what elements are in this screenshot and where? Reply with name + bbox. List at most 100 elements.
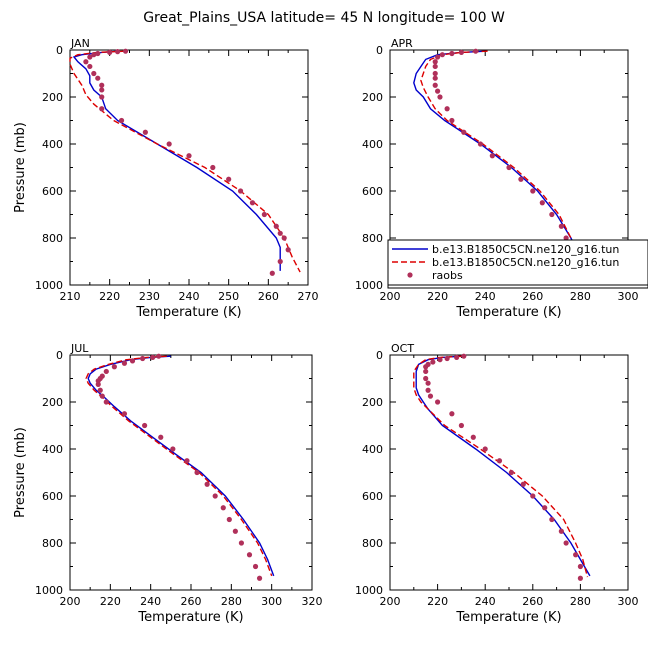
panel-apr: APR 200 220 240 260 280 300 Temperature (K) 0 200… — [355, 37, 639, 320]
raob-point — [520, 481, 526, 487]
series-raobs — [432, 48, 586, 276]
panel-jan: JAN 210 220 230 240 250 260 270 Temperature (K) 0… — [13, 37, 319, 320]
raob-point — [432, 82, 438, 88]
y-tick-label: 1000 — [35, 279, 63, 292]
raob-point — [563, 540, 569, 546]
raob-point — [432, 59, 438, 65]
y-tick-label: 0 — [56, 349, 63, 362]
x-tick-label: 210 — [60, 290, 81, 303]
raob-point — [423, 368, 429, 375]
y-tick-label: 600 — [362, 185, 383, 198]
y-tick-label: 600 — [42, 185, 63, 198]
raob-point — [232, 528, 238, 534]
x-tick-label: 270 — [298, 290, 319, 303]
figure-title: Great_Plains_USA latitude= 45 N longitud… — [143, 10, 505, 26]
raob-point — [269, 270, 275, 276]
series-model-dashed — [413, 355, 589, 578]
raob-point — [506, 164, 512, 171]
raob-point — [489, 153, 495, 159]
x-tick-label: 250 — [218, 290, 239, 303]
y-tick-label: 400 — [42, 138, 63, 151]
raob-point — [129, 358, 136, 364]
x-tick-label: 260 — [258, 290, 279, 303]
series-model-solid — [415, 355, 591, 577]
raob-point — [454, 354, 460, 360]
raob-point — [99, 87, 105, 93]
raob-point — [220, 505, 226, 511]
raob-point — [99, 106, 105, 112]
raob-point — [558, 223, 564, 229]
y-tick-label: 800 — [362, 537, 383, 550]
raob-point — [158, 434, 164, 440]
raob-point — [99, 94, 105, 100]
series-raobs — [83, 48, 291, 276]
raob-point — [577, 575, 584, 581]
raob-point — [166, 141, 172, 147]
raob-point — [449, 117, 455, 124]
x-axis-label: Temperature (K) — [135, 305, 241, 320]
raob-point — [111, 364, 117, 370]
y-tick-label: 0 — [376, 44, 383, 57]
raob-point — [549, 516, 555, 523]
raob-point — [91, 70, 97, 77]
series-model-dashed — [420, 50, 584, 273]
raob-point — [210, 164, 216, 171]
raob-point — [246, 552, 253, 558]
y-tick-label: 1000 — [35, 584, 63, 597]
raob-point — [449, 411, 455, 417]
x-tick-label: 200 — [380, 290, 401, 303]
x-tick-label: 230 — [139, 290, 160, 303]
panel-label: JUL — [70, 342, 89, 355]
y-tick-label: 200 — [362, 91, 383, 104]
raob-point — [437, 94, 443, 100]
raob-point — [115, 49, 121, 55]
raob-point — [184, 458, 190, 464]
raob-point — [87, 54, 93, 60]
raob-point — [95, 50, 101, 57]
raob-point — [435, 54, 441, 60]
y-tick-label: 1000 — [355, 279, 383, 292]
legend: b.e13.B1850C5CN.ne120_g16.tunb.e13.B1850… — [387, 239, 648, 289]
raob-point — [277, 230, 283, 236]
raob-point — [212, 493, 218, 499]
raob-point — [121, 360, 128, 366]
raob-point — [496, 458, 503, 464]
series-raobs — [423, 353, 584, 581]
raob-point — [430, 359, 436, 365]
raob-point — [121, 411, 128, 417]
raob-point — [573, 552, 579, 558]
raob-point — [449, 50, 455, 57]
raob-point — [444, 355, 450, 362]
raob-point — [427, 393, 434, 399]
raob-point — [122, 48, 129, 54]
y-tick-label: 200 — [362, 396, 383, 409]
x-tick-label: 280 — [221, 595, 242, 608]
raob-point — [423, 375, 429, 382]
legend-box — [387, 239, 648, 289]
raob-point — [530, 188, 536, 194]
x-axis-label: Temperature (K) — [137, 610, 243, 625]
legend-entry-label: b.e13.B1850C5CN.ne120_g16.tun — [432, 256, 619, 269]
raob-point — [103, 399, 109, 405]
raob-point — [238, 540, 245, 546]
y-axis-label: Pressure (mb) — [13, 122, 28, 213]
panel-label: OCT — [391, 342, 414, 355]
raob-point — [97, 387, 103, 393]
raob-point — [156, 353, 162, 359]
raob-point — [273, 223, 279, 229]
raob-point — [549, 211, 555, 218]
raob-point — [470, 434, 476, 440]
panel-label: APR — [391, 37, 413, 50]
raob-point — [437, 357, 443, 363]
y-tick-label: 800 — [42, 232, 63, 245]
raob-point — [142, 129, 148, 135]
raob-point — [432, 63, 438, 70]
raob-point — [285, 247, 291, 253]
series-model-solid — [87, 355, 275, 577]
x-tick-label: 320 — [302, 595, 323, 608]
raob-point — [237, 188, 244, 194]
raob-point — [508, 469, 514, 476]
raob-point — [91, 52, 97, 58]
y-tick-label: 200 — [42, 91, 63, 104]
